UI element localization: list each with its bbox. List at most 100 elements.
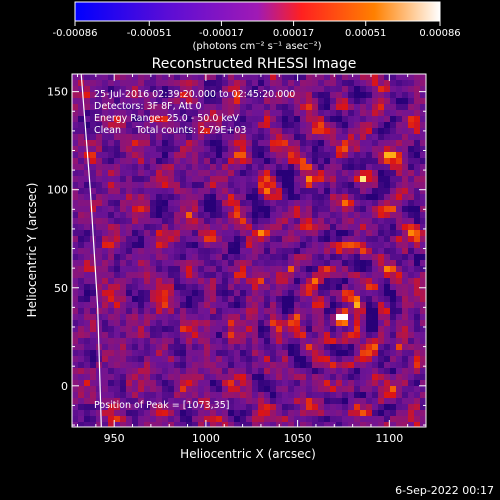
heatmap-cell	[348, 230, 354, 236]
heatmap-cell	[378, 134, 384, 140]
heatmap-cell	[78, 200, 84, 206]
heatmap-cell	[246, 374, 252, 380]
heatmap-cell	[396, 218, 402, 224]
heatmap-cell	[180, 152, 186, 158]
heatmap-cell	[186, 368, 192, 374]
heatmap-cell	[312, 140, 318, 146]
heatmap-cell	[258, 290, 264, 296]
heatmap-cell	[384, 392, 390, 398]
heatmap-cell	[156, 74, 162, 80]
heatmap-cell	[366, 92, 372, 98]
heatmap-cell	[240, 194, 246, 200]
heatmap-cell	[126, 122, 132, 128]
heatmap-cell	[300, 284, 306, 290]
heatmap-cell	[294, 398, 300, 404]
heatmap-cell	[132, 248, 138, 254]
heatmap-cell	[240, 98, 246, 104]
heatmap-cell	[126, 218, 132, 224]
heatmap-cell	[288, 152, 294, 158]
heatmap-cell	[336, 248, 342, 254]
heatmap-cell	[294, 308, 300, 314]
heatmap-cell	[186, 314, 192, 320]
heatmap-cell	[294, 320, 300, 326]
heatmap-cell	[234, 74, 240, 80]
heatmap-cell	[378, 128, 384, 134]
heatmap-cell	[372, 266, 378, 272]
heatmap-cell	[234, 320, 240, 326]
heatmap-cell	[102, 380, 108, 386]
heatmap-cell	[72, 224, 78, 230]
heatmap-cell	[258, 374, 264, 380]
heatmap-cell	[102, 410, 108, 416]
heatmap-cell	[108, 158, 114, 164]
heatmap-cell	[96, 176, 102, 182]
heatmap-cell	[216, 206, 222, 212]
heatmap-cell	[234, 410, 240, 416]
heatmap-cell	[330, 374, 336, 380]
heatmap-cell	[180, 86, 186, 92]
heatmap-cell	[132, 146, 138, 152]
heatmap-cell	[402, 80, 408, 86]
heatmap-cell	[288, 104, 294, 110]
heatmap-cell	[84, 212, 90, 218]
heatmap-cell	[114, 410, 120, 416]
heatmap-cell	[162, 74, 168, 80]
heatmap-cell	[348, 80, 354, 86]
heatmap-cell	[408, 374, 414, 380]
heatmap-cell	[204, 146, 210, 152]
heatmap-cell	[402, 152, 408, 158]
heatmap-cell	[108, 86, 114, 92]
heatmap-cell	[126, 194, 132, 200]
heatmap-cell	[198, 392, 204, 398]
heatmap-cell	[288, 278, 294, 284]
heatmap-cell	[402, 260, 408, 266]
heatmap-cell	[348, 380, 354, 386]
heatmap-cell	[246, 296, 252, 302]
heatmap-cell	[354, 116, 360, 122]
heatmap-cell	[342, 134, 348, 140]
y-axis-label: Heliocentric Y (arcsec)	[25, 183, 39, 318]
heatmap-cell	[228, 152, 234, 158]
heatmap-cell	[318, 386, 324, 392]
heatmap-cell	[234, 416, 240, 422]
heatmap-cell	[360, 176, 366, 182]
heatmap-cell	[96, 386, 102, 392]
heatmap-cell	[234, 404, 240, 410]
heatmap-cell	[360, 332, 366, 338]
heatmap-cell	[156, 356, 162, 362]
heatmap-cell	[396, 368, 402, 374]
heatmap-cell	[294, 86, 300, 92]
heatmap-cell	[216, 74, 222, 80]
heatmap-cell	[288, 140, 294, 146]
heatmap-cell	[360, 284, 366, 290]
heatmap-cell	[144, 170, 150, 176]
heatmap-cell	[264, 332, 270, 338]
heatmap-cell	[156, 86, 162, 92]
heatmap-cell	[360, 380, 366, 386]
heatmap-cell	[390, 218, 396, 224]
heatmap-cell	[234, 230, 240, 236]
heatmap-cell	[330, 134, 336, 140]
heatmap-cell	[210, 260, 216, 266]
heatmap-cell	[270, 116, 276, 122]
heatmap-cell	[228, 380, 234, 386]
heatmap-cell	[210, 290, 216, 296]
heatmap-cell	[204, 212, 210, 218]
heatmap-cell	[360, 236, 366, 242]
heatmap-cell	[264, 344, 270, 350]
heatmap-cell	[348, 386, 354, 392]
heatmap-cell	[402, 92, 408, 98]
heatmap-cell	[330, 338, 336, 344]
heatmap-cell	[132, 74, 138, 80]
heatmap-cell	[360, 422, 366, 427]
heatmap-cell	[264, 92, 270, 98]
heatmap-cell	[288, 236, 294, 242]
heatmap-cell	[96, 290, 102, 296]
heatmap-cell	[204, 116, 210, 122]
heatmap-cell	[258, 194, 264, 200]
heatmap-cell	[354, 188, 360, 194]
heatmap-cell	[420, 92, 426, 98]
heatmap-cell	[312, 266, 318, 272]
heatmap-cell	[330, 188, 336, 194]
heatmap-cell	[96, 368, 102, 374]
